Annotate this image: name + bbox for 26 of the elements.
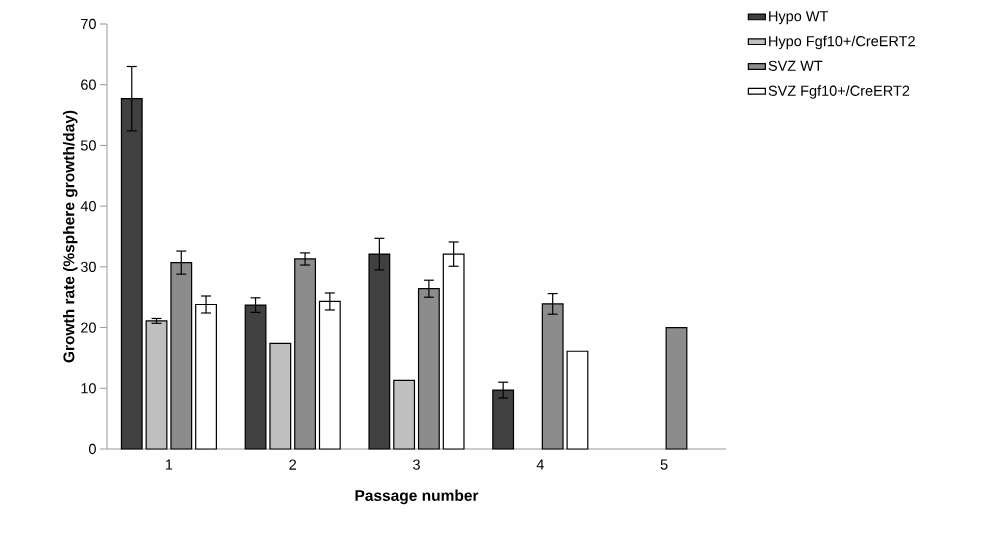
y-tick-label: 70	[81, 18, 96, 30]
bar	[145, 320, 168, 450]
x-tick-label: 3	[413, 459, 420, 470]
bar	[665, 326, 688, 450]
legend-label: SVZ Fgf10+/CreERT2	[768, 85, 910, 99]
legend-label: Hypo Fgf10+/CreERT2	[769, 35, 915, 50]
bar	[393, 379, 416, 450]
bar	[269, 342, 292, 450]
y-tick-label: 20	[81, 322, 96, 333]
bar	[318, 300, 341, 450]
y-axis-title: Growth rate (%sphere growth/day)	[62, 110, 78, 363]
y-tick-label: 30	[80, 261, 96, 272]
x-axis-title: Passage number	[355, 489, 479, 505]
bar	[566, 350, 589, 450]
y-tick-label: 0	[88, 443, 96, 455]
bar	[294, 258, 317, 450]
y-tick-label: 50	[80, 140, 96, 151]
y-tick-label: 10	[81, 383, 96, 394]
x-tick-label: 1	[165, 459, 173, 470]
y-tick-label: 60	[81, 79, 96, 90]
legend-label: SVZ WT	[768, 60, 823, 71]
x-tick-label: 2	[289, 459, 296, 470]
x-tick-label: 4	[536, 459, 544, 470]
legend-label: Hypo WT	[769, 11, 829, 25]
y-tick-label: 40	[80, 201, 96, 212]
x-tick-label: 5	[660, 459, 668, 470]
